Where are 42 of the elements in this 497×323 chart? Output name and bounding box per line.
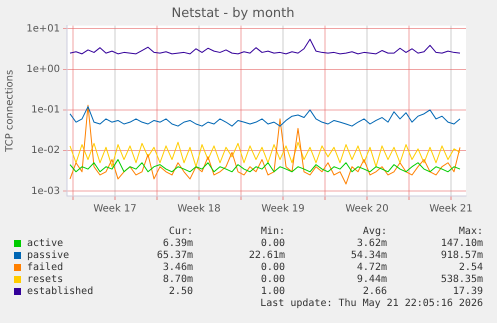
- text: Avg:: [362, 226, 387, 237]
- text: 2.54: [458, 262, 483, 273]
- legend-label: resets: [27, 274, 64, 285]
- text: 3.62m: [356, 238, 387, 249]
- text: 147.10m: [440, 238, 483, 249]
- text: 22.61m: [248, 250, 285, 261]
- legend-label: passive: [27, 250, 70, 261]
- text: 6.39m: [162, 238, 193, 249]
- text: 3.46m: [162, 262, 193, 273]
- text: 4.72m: [356, 262, 387, 273]
- x-tick-label: Week 17: [93, 204, 137, 215]
- y-tick-label: 1e+01: [26, 23, 60, 34]
- legend-label: active: [27, 238, 64, 249]
- text: 0.00: [260, 274, 285, 285]
- y-axis-title: TCP connections: [4, 70, 16, 153]
- text: 2.66: [362, 286, 387, 297]
- text: 1.00: [260, 286, 285, 297]
- x-tick-label: Week 20: [345, 204, 389, 215]
- text: 0.00: [260, 262, 285, 273]
- text: 538.35m: [440, 274, 483, 285]
- legend-label: failed: [27, 262, 64, 273]
- text: 65.37m: [156, 250, 193, 261]
- legend-label: established: [27, 286, 94, 297]
- chart-title: Netstat - by month: [172, 6, 294, 22]
- text: 54.34m: [350, 250, 387, 261]
- x-tick-label: Week 21: [429, 204, 473, 215]
- y-tick-label: 1e-02: [31, 145, 60, 156]
- text: Max:: [458, 226, 483, 237]
- x-tick-label: Week 19: [261, 204, 305, 215]
- text: 17.39: [452, 286, 483, 297]
- text: 8.70m: [162, 274, 193, 285]
- y-tick-label: 1e-03: [31, 186, 60, 197]
- text: 918.57m: [440, 250, 483, 261]
- text: Cur:: [168, 226, 193, 237]
- text: 2.50: [168, 286, 193, 297]
- y-tick-label: 1e-01: [31, 104, 60, 116]
- text: Min:: [260, 226, 285, 237]
- x-tick-label: Week 18: [177, 204, 221, 215]
- text: Last update: Thu May 21 22:05:16 2026: [260, 298, 483, 309]
- text: 9.44m: [356, 274, 387, 285]
- text: 0.00: [260, 238, 285, 249]
- y-tick-label: 1e+00: [26, 64, 60, 75]
